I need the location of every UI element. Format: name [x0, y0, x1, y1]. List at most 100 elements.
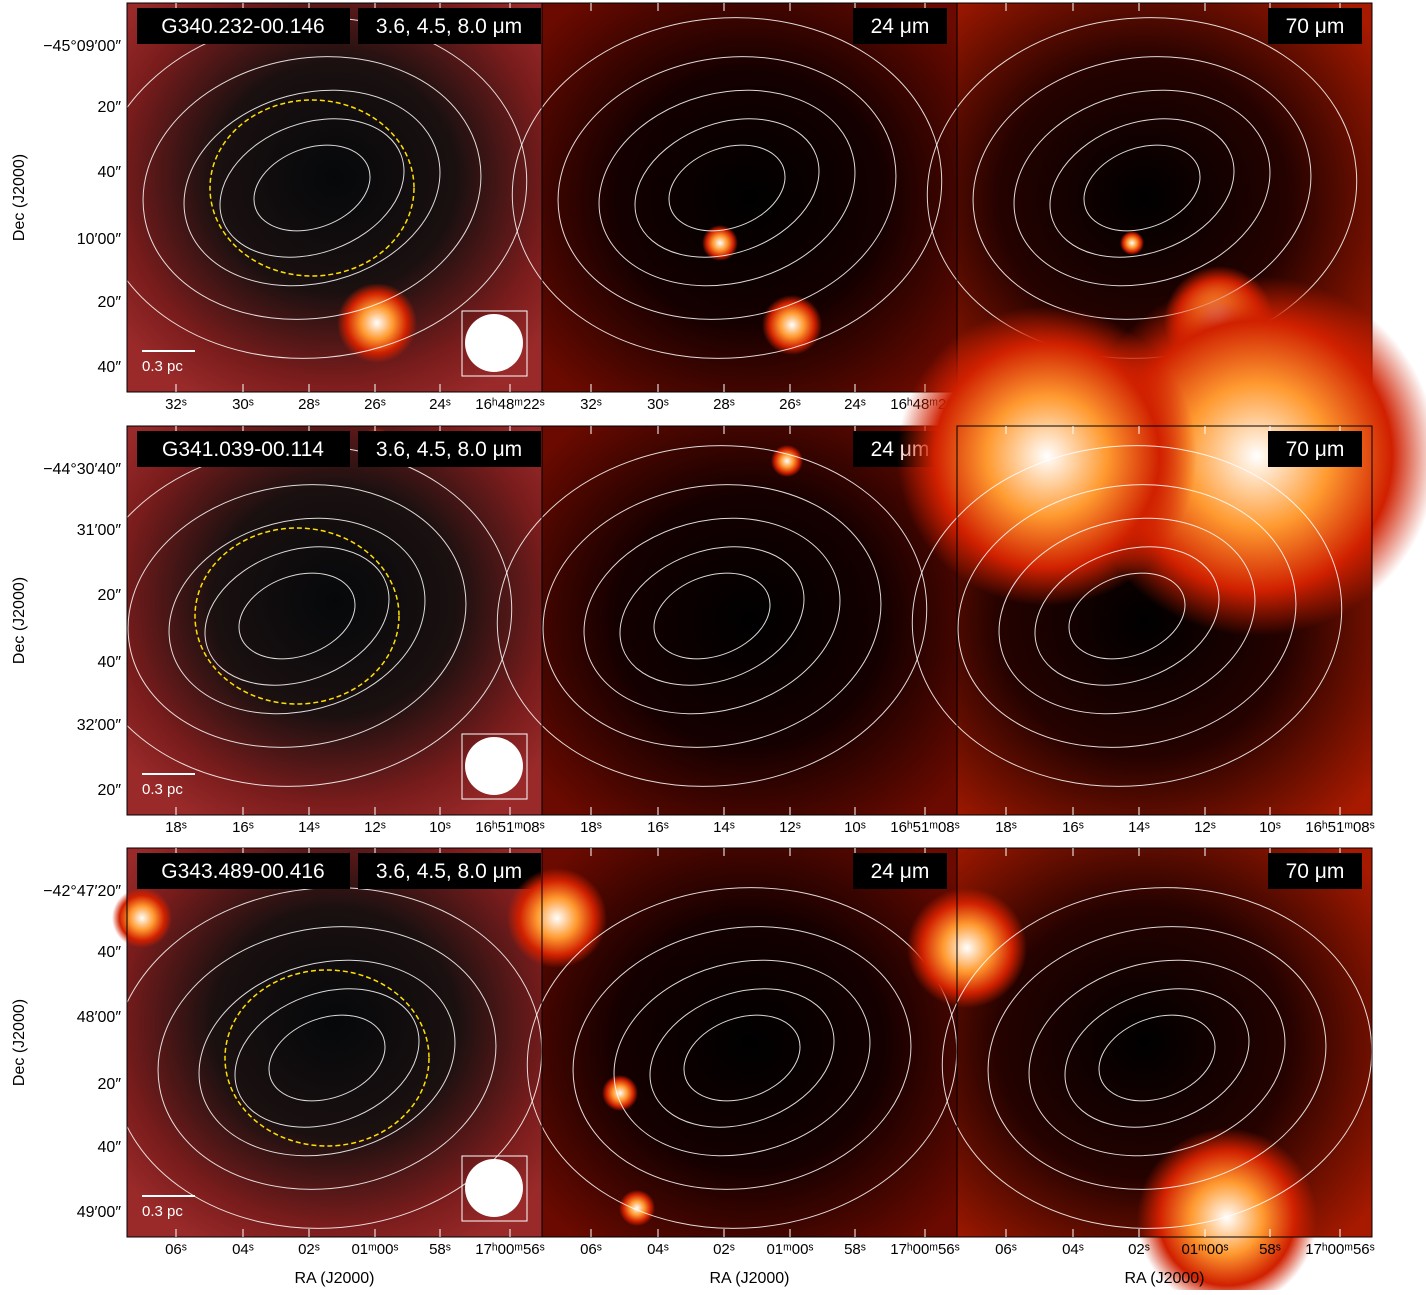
ra-tick-label: 30ˢ — [647, 396, 669, 413]
ra-tick-label: 16ˢ — [232, 819, 254, 836]
ra-tick-label: 12ˢ — [1194, 819, 1216, 836]
source-name: G341.039-00.114 — [162, 438, 324, 461]
contour — [1083, 144, 1201, 232]
contour — [613, 959, 871, 1157]
dec-tick-label: 20″ — [98, 782, 122, 799]
panel-frame — [956, 425, 1373, 816]
ra-tick-label: 24ˢ — [429, 396, 451, 413]
dec-tick-label: −45°09′00″ — [43, 38, 121, 55]
label-box — [137, 853, 350, 889]
source-emission — [1120, 231, 1144, 255]
ra-tick-label: 58ˢ — [429, 1241, 451, 1258]
ra-tick-label: 14ˢ — [298, 819, 320, 836]
ra-tick-label: 17ʰ00ᵐ56ˢ — [1305, 1241, 1375, 1258]
contour — [598, 89, 856, 287]
ra-tick-label: 16ʰ51ᵐ08ˢ — [1305, 819, 1375, 836]
ra-tick-label: 26ˢ — [779, 396, 801, 413]
ra-tick-label: 28ˢ — [713, 396, 735, 413]
label-box — [1268, 853, 1362, 889]
contour — [653, 572, 771, 660]
dec-axis-label: Dec (J2000) — [11, 999, 28, 1086]
ra-tick-label: 04ˢ — [1062, 1241, 1084, 1258]
scale-label: 0.3 pc — [142, 1203, 183, 1220]
contour — [634, 118, 820, 258]
ra-tick-label: 04ˢ — [232, 1241, 254, 1258]
ra-tick-label: 58ˢ — [844, 1241, 866, 1258]
dec-tick-label: 20″ — [98, 587, 122, 604]
contour — [987, 926, 1327, 1190]
dec-tick-label: 40″ — [98, 164, 122, 181]
ra-tick-label: 30ˢ — [232, 396, 254, 413]
ra-tick-label: 17ʰ00ᵐ56ˢ — [475, 1241, 545, 1258]
image-panel — [511, 2, 958, 393]
contour — [268, 1014, 386, 1102]
ra-tick-label: 06ˢ — [995, 1241, 1017, 1258]
beam — [465, 737, 523, 795]
ra-axis-label: RA (J2000) — [1124, 1270, 1204, 1287]
ra-axis-label: RA (J2000) — [294, 1270, 374, 1287]
dec-axis-label: Dec (J2000) — [11, 577, 28, 664]
dec-tick-label: 32′00″ — [77, 717, 122, 734]
dec-tick-label: 20″ — [98, 294, 122, 311]
contour — [1064, 988, 1250, 1128]
dec-tick-label: 10′00″ — [77, 231, 122, 248]
image-panel — [496, 425, 958, 816]
contour — [127, 484, 467, 748]
ra-tick-label: 10ˢ — [844, 819, 866, 836]
ra-tick-label: 16ˢ — [647, 819, 669, 836]
scale-label: 0.3 pc — [142, 358, 183, 375]
beam — [465, 314, 523, 372]
contour — [496, 445, 928, 787]
ra-tick-label: 06ˢ — [165, 1241, 187, 1258]
dec-tick-label: 49′00″ — [77, 1204, 122, 1221]
image-panel — [507, 847, 958, 1238]
beam-box — [461, 310, 528, 377]
contour — [557, 56, 897, 320]
dec-tick-label: −44°30′40″ — [43, 461, 121, 478]
ra-tick-label: 12ˢ — [364, 819, 386, 836]
band-label: 70 μm — [1286, 15, 1345, 38]
ra-tick-label: 10ˢ — [429, 819, 451, 836]
contour — [998, 517, 1256, 715]
ra-tick-label: 18ˢ — [165, 819, 187, 836]
source-emission — [1137, 1128, 1317, 1295]
ra-tick-label: 18ˢ — [580, 819, 602, 836]
beam-box — [461, 1155, 528, 1222]
contour — [219, 118, 405, 258]
contour — [911, 445, 1343, 787]
aperture — [209, 99, 415, 277]
band-label: 3.6, 4.5, 8.0 μm — [376, 15, 522, 38]
ra-tick-label: 10ˢ — [1259, 819, 1281, 836]
ra-tick-label: 02ˢ — [1128, 1241, 1150, 1258]
contour — [649, 988, 835, 1128]
dec-axis-label: Dec (J2000) — [11, 154, 28, 241]
source-emission — [112, 888, 172, 948]
source-emission — [602, 1075, 638, 1111]
band-label: 24 μm — [871, 860, 930, 883]
contour — [1049, 118, 1235, 258]
contour — [957, 484, 1297, 748]
contour — [583, 517, 841, 715]
dec-tick-label: 40″ — [98, 359, 122, 376]
image-panel — [897, 276, 1426, 816]
label-box — [1268, 431, 1362, 467]
ra-tick-label: 14ˢ — [1128, 819, 1150, 836]
dec-tick-label: 20″ — [98, 99, 122, 116]
contour — [234, 988, 420, 1128]
ra-tick-label: 16ˢ — [1062, 819, 1084, 836]
dec-tick-label: 31′00″ — [77, 522, 122, 539]
scale-label: 0.3 pc — [142, 781, 183, 798]
contour — [157, 926, 497, 1190]
source-emission — [771, 445, 803, 477]
contour — [619, 546, 805, 686]
band-label: 3.6, 4.5, 8.0 μm — [376, 438, 522, 461]
ra-tick-label: 32ˢ — [580, 396, 602, 413]
dec-tick-label: 40″ — [98, 1139, 122, 1156]
image-panel — [907, 847, 1373, 1295]
contour — [572, 926, 912, 1190]
source-emission — [897, 306, 1197, 606]
label-box — [358, 853, 541, 889]
contour — [668, 144, 786, 232]
beam — [465, 1159, 523, 1217]
